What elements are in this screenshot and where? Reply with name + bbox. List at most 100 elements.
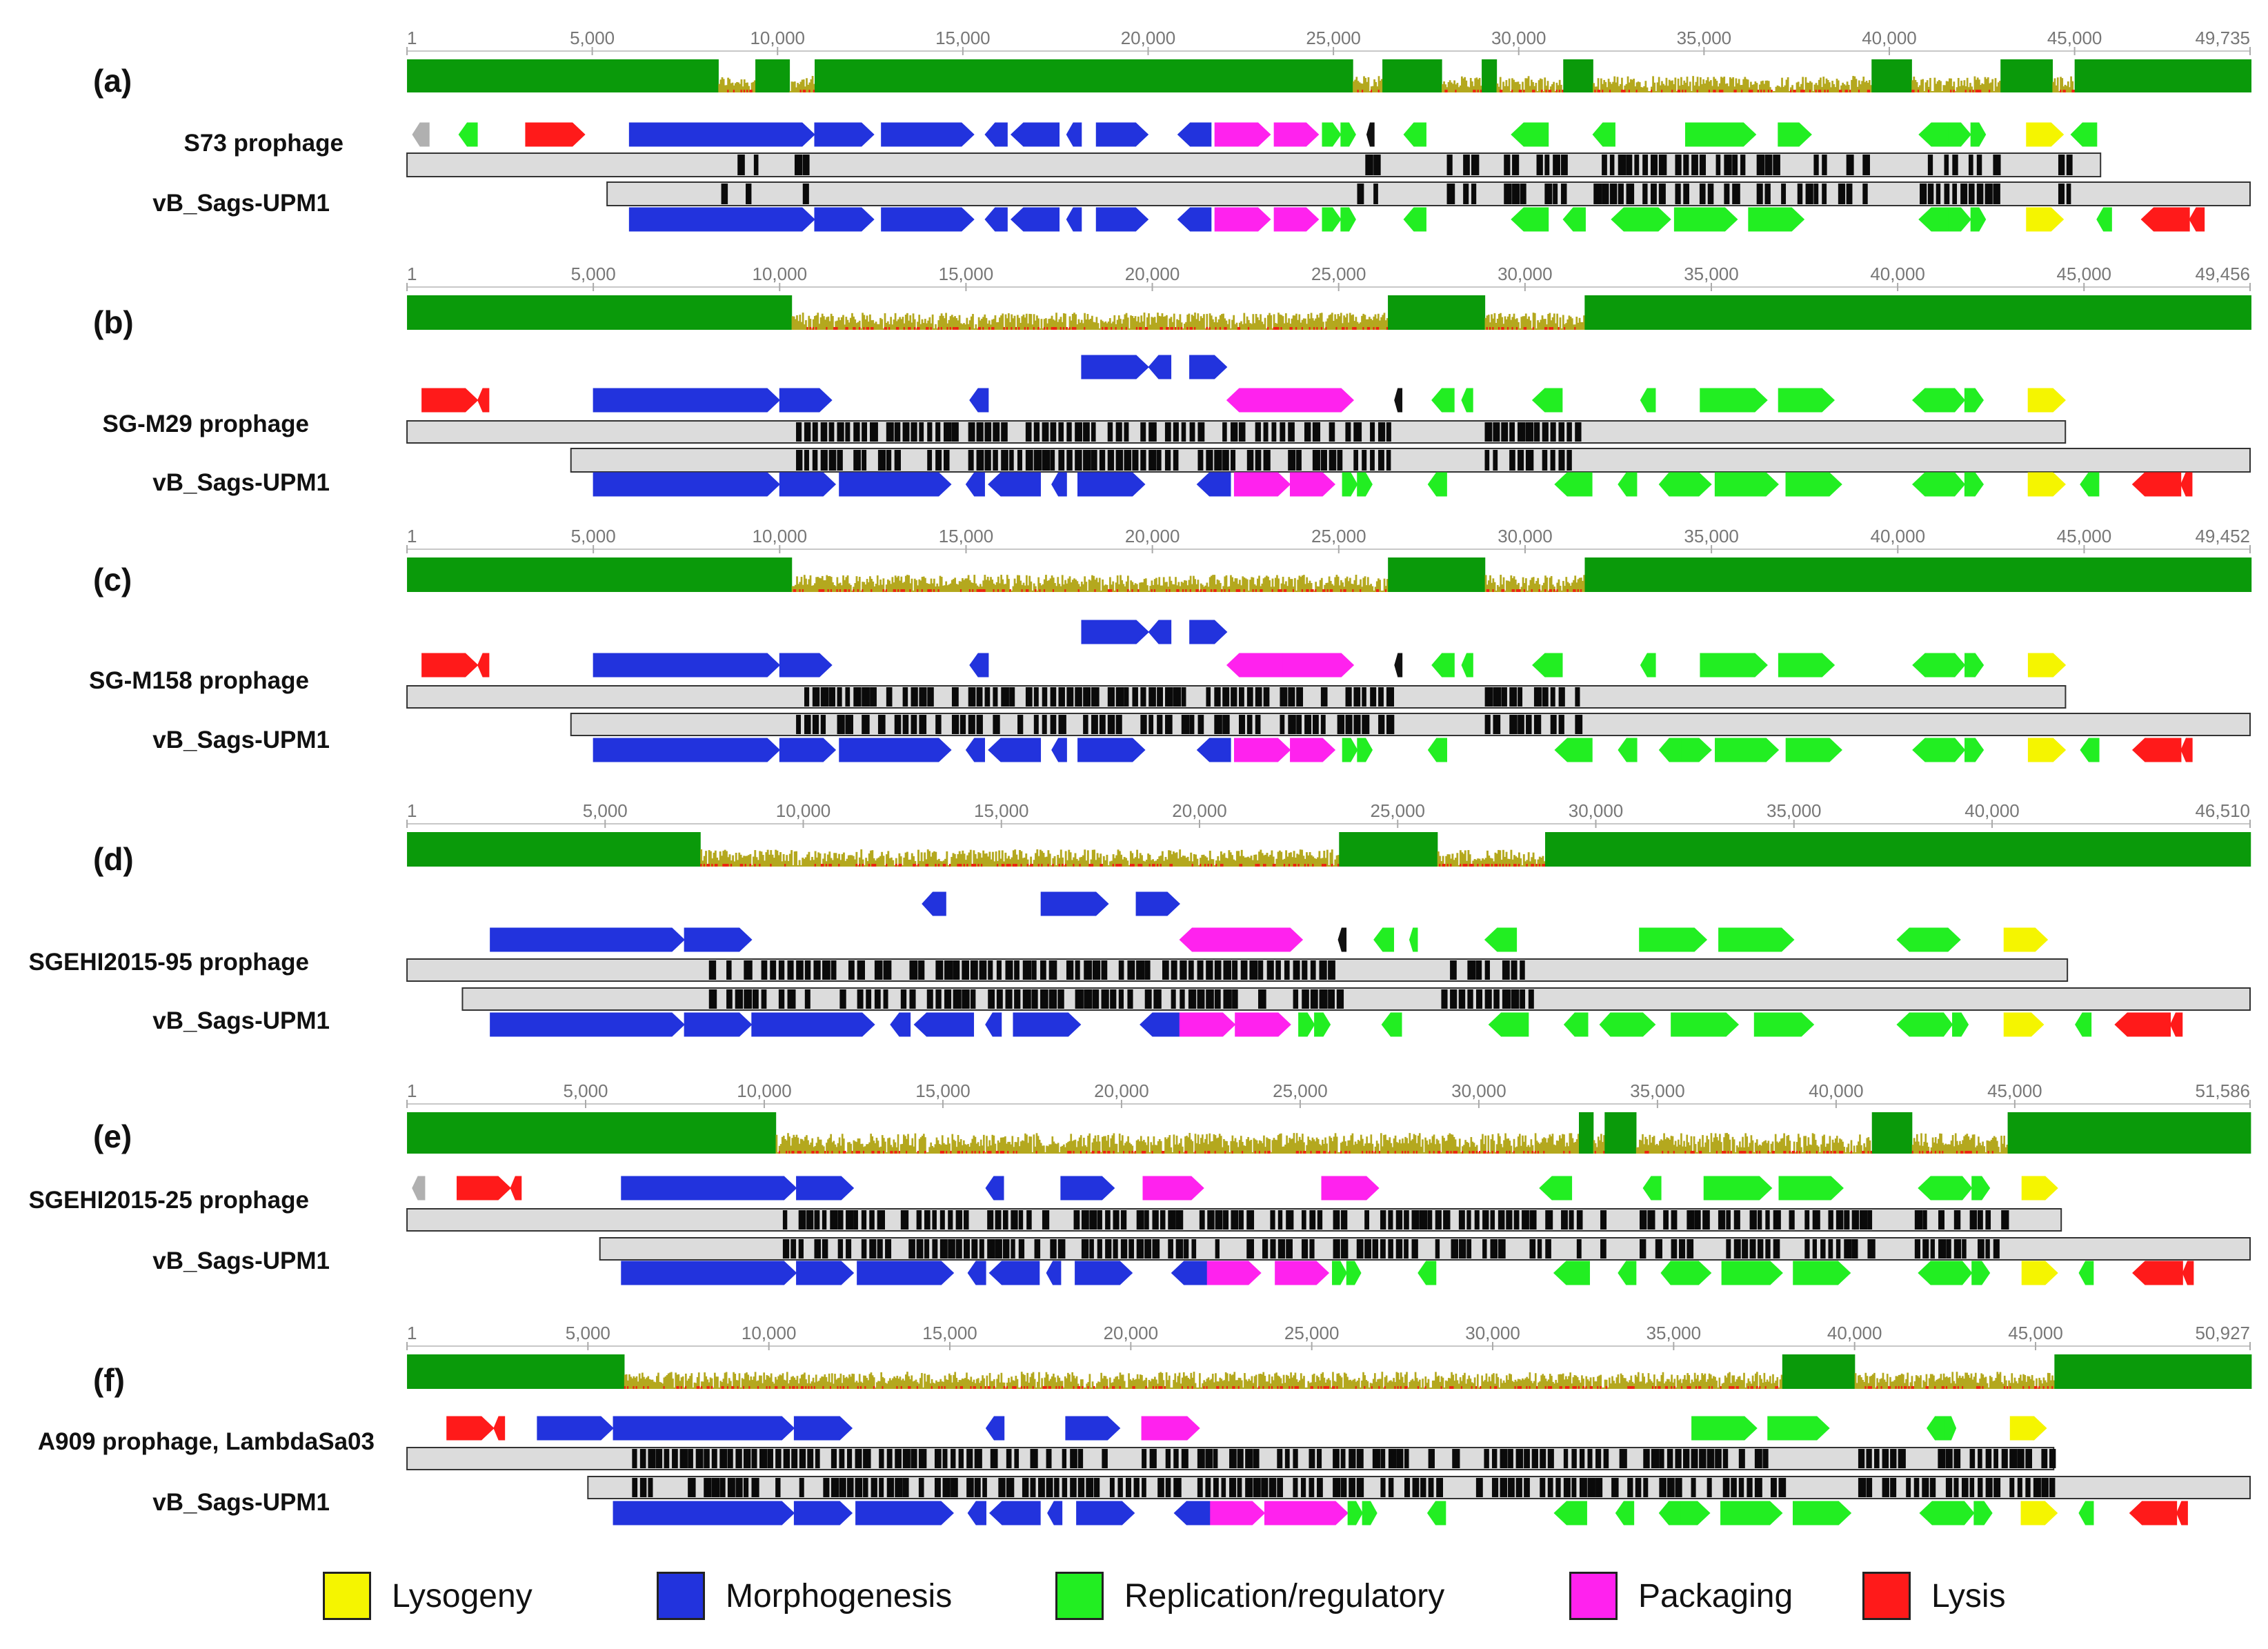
identity-bar-high (1200, 59, 1202, 92)
identity-bar-low (1976, 90, 1979, 92)
identity-bar (1644, 81, 1647, 92)
identity-bar-high (564, 832, 566, 867)
identity-bar-high (788, 295, 791, 330)
identity-bar-high (2134, 295, 2137, 330)
identity-bar (1162, 316, 1165, 330)
identity-bar (1115, 324, 1117, 330)
identity-bar-high (1407, 295, 1409, 330)
identity-bar-high (1311, 59, 1313, 92)
identity-bar-high (664, 832, 666, 867)
identity-bar-high (1686, 557, 1689, 592)
identity-bar-high (2052, 295, 2055, 330)
identity-bar (988, 320, 991, 330)
identity-bar (1772, 91, 1775, 92)
identity-bar-high (638, 832, 641, 867)
identity-bar-high (620, 557, 622, 592)
identity-bar-high (642, 59, 645, 92)
alignment-block (1189, 422, 1195, 442)
identity-bar (1944, 85, 1947, 92)
identity-bar (1346, 576, 1349, 592)
identity-bar (1375, 318, 1378, 330)
alignment-block (820, 450, 828, 471)
identity-bar-high (522, 832, 525, 867)
alignment-block (1329, 450, 1337, 471)
identity-bar (1642, 87, 1644, 92)
identity-bar-high (1492, 59, 1494, 92)
identity-bar-high (678, 557, 681, 592)
identity-bar (885, 584, 888, 592)
alignment-block (2066, 184, 2071, 204)
identity-bar-high (553, 295, 555, 330)
identity-bar (759, 851, 762, 867)
identity-bar (1264, 577, 1266, 592)
identity-bar-high (2066, 557, 2069, 592)
identity-bar-high (739, 557, 742, 592)
identity-bar-high (608, 295, 610, 330)
identity-bar-high (2193, 295, 2195, 330)
alignment-block (1525, 422, 1534, 442)
gene-arrow (477, 653, 490, 678)
identity-bar-high (2018, 59, 2020, 92)
identity-bar-high (1695, 557, 1698, 592)
identity-bar-high (1754, 557, 1757, 592)
identity-bar-low (741, 864, 744, 867)
identity-bar (1360, 83, 1362, 92)
identity-bar-high (1382, 59, 1384, 92)
alignment-block (886, 422, 894, 442)
identity-bar (1131, 315, 1134, 330)
identity-bar (881, 319, 884, 330)
identity-bar-high (2100, 557, 2103, 592)
identity-bar-high (959, 59, 962, 92)
identity-bar-high (562, 832, 565, 867)
identity-bar-high (421, 557, 424, 592)
identity-bar-high (1587, 295, 1590, 330)
identity-bar-high (2160, 59, 2163, 92)
identity-bar-high (584, 295, 586, 330)
alignment-block (1862, 155, 1870, 175)
identity-bar-high (1890, 295, 1893, 330)
identity-bar-high (2249, 557, 2252, 592)
identity-bar (1335, 575, 1338, 592)
identity-bar (1531, 328, 1533, 330)
identity-bar (1338, 316, 1341, 330)
identity-bar-high (1729, 557, 1731, 592)
identity-bar-high (2189, 59, 2191, 92)
identity-bar-high (588, 832, 590, 867)
identity-bar (1252, 314, 1255, 330)
identity-bar-high (1927, 295, 1930, 330)
panel-d: 1 5,000 10,000 15,000 20,000 25,000 30,000 35,0… (406, 800, 2251, 1037)
identity-bar-low (1824, 90, 1827, 92)
identity-bar-high (1984, 295, 1987, 330)
identity-bar-high (2139, 557, 2142, 592)
identity-bar-high (595, 295, 597, 330)
identity-bar (1382, 315, 1384, 330)
identity-bar-high (1464, 295, 1466, 330)
identity-bar (791, 586, 794, 592)
identity-bar-high (690, 295, 693, 330)
identity-bar-high (578, 832, 581, 867)
identity-bar-high (2105, 557, 2107, 592)
identity-bar-high (593, 295, 595, 330)
identity-bar-low (808, 90, 811, 92)
identity-bar-high (569, 557, 572, 592)
identity-bar (1004, 584, 1007, 592)
identity-bar (1509, 91, 1512, 92)
identity-bar (1274, 323, 1277, 330)
identity-bar (949, 316, 952, 330)
identity-bar-high (1667, 557, 1669, 592)
identity-bar-high (496, 557, 499, 592)
identity-bar (1058, 584, 1061, 592)
identity-bar-high (1080, 59, 1082, 92)
identity-bar-high (462, 557, 464, 592)
identity-bar-low (1115, 327, 1117, 330)
identity-bar-high (2239, 557, 2242, 592)
identity-bar-high (532, 832, 535, 867)
alignment-block (837, 715, 845, 734)
alignment-block (1181, 715, 1190, 734)
identity-bar-high (1842, 557, 1845, 592)
identity-bar-low (1238, 327, 1241, 330)
identity-bar (757, 860, 759, 867)
identity-bar-high (915, 59, 917, 92)
identity-bar (1055, 313, 1057, 330)
identity-bar-high (1333, 59, 1335, 92)
